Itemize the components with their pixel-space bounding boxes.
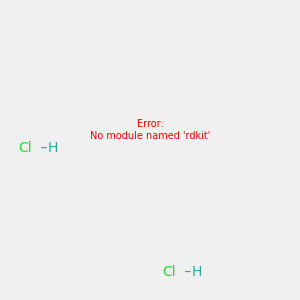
Text: H: H (192, 265, 202, 279)
Text: H: H (48, 141, 58, 155)
Text: Cl: Cl (162, 265, 175, 279)
Text: Cl: Cl (18, 141, 32, 155)
Text: Error:
No module named 'rdkit': Error: No module named 'rdkit' (90, 119, 210, 141)
Text: –: – (36, 141, 52, 155)
Text: –: – (180, 265, 196, 279)
